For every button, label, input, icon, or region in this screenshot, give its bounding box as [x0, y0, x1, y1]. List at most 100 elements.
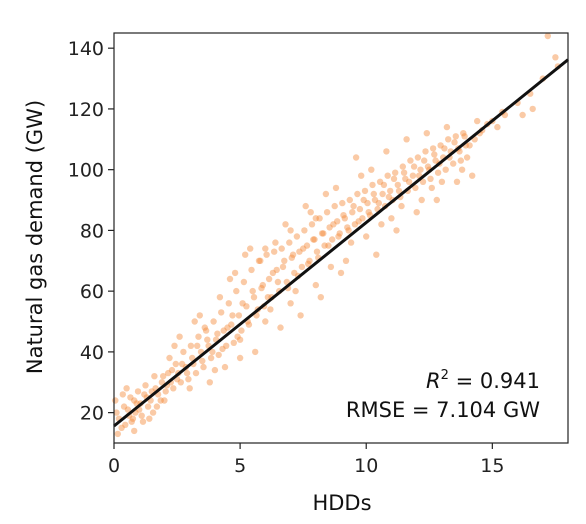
data-point	[265, 275, 273, 283]
data-point	[287, 300, 294, 307]
data-point	[460, 130, 467, 137]
data-point	[463, 154, 471, 161]
data-point	[202, 327, 210, 334]
data-point	[424, 163, 432, 170]
data-point	[307, 209, 314, 216]
data-point	[160, 373, 167, 380]
data-point	[410, 163, 418, 170]
data-point	[127, 394, 134, 401]
data-point	[120, 403, 128, 410]
data-point	[282, 221, 289, 228]
data-point	[375, 199, 382, 207]
data-point	[398, 202, 405, 210]
data-point	[172, 360, 179, 368]
data-point	[445, 136, 452, 143]
data-point	[196, 312, 203, 319]
data-point	[112, 397, 119, 404]
data-point	[443, 123, 451, 131]
data-point	[139, 418, 147, 425]
x-tick-label: 15	[480, 455, 504, 477]
data-point	[329, 236, 336, 243]
data-point	[204, 336, 211, 343]
data-point	[218, 309, 225, 316]
data-point	[369, 181, 376, 189]
data-point	[223, 342, 230, 349]
data-point	[349, 209, 356, 216]
data-point	[337, 269, 345, 277]
data-point	[325, 242, 332, 249]
data-point	[331, 202, 338, 210]
data-point	[350, 202, 357, 210]
data-point	[519, 111, 526, 119]
y-tick-label: 80	[80, 220, 104, 242]
data-point	[206, 379, 213, 386]
y-axis-ticks: 20 40 60 80 100 120 140	[68, 38, 114, 425]
data-point	[336, 230, 343, 237]
data-point	[119, 391, 127, 398]
data-point	[347, 239, 355, 246]
data-point	[267, 306, 274, 313]
data-point	[245, 321, 253, 328]
data-point	[149, 409, 157, 416]
data-point	[423, 130, 430, 137]
data-point	[457, 157, 464, 164]
data-point	[544, 32, 551, 40]
data-point	[330, 221, 337, 228]
data-point	[431, 151, 438, 158]
data-point	[427, 175, 434, 182]
data-point	[302, 202, 309, 210]
data-point	[394, 181, 401, 189]
data-point	[327, 263, 335, 271]
data-point	[321, 242, 328, 249]
data-point	[153, 403, 161, 410]
data-point	[271, 248, 278, 255]
data-point	[199, 357, 206, 365]
data-point	[191, 318, 198, 325]
data-point	[144, 403, 152, 410]
data-point	[165, 369, 172, 377]
data-point	[323, 209, 331, 216]
data-point	[339, 199, 346, 207]
data-point	[201, 324, 208, 331]
data-point	[417, 166, 424, 173]
data-point	[345, 227, 352, 234]
data-point	[373, 251, 380, 258]
data-point	[122, 421, 129, 428]
data-point	[451, 139, 458, 146]
x-tick-label: 5	[234, 455, 246, 477]
data-point	[219, 345, 226, 353]
r-squared-annotation: R2 = 0.941	[426, 368, 540, 393]
data-point	[238, 327, 245, 334]
data-point	[236, 354, 244, 362]
x-axis-ticks: 0 5 10 15	[108, 443, 504, 477]
data-point	[322, 190, 330, 198]
data-point	[247, 245, 254, 252]
data-point	[142, 382, 149, 389]
data-point	[494, 123, 501, 131]
regression-line	[113, 58, 569, 428]
data-point	[272, 239, 279, 246]
data-point	[243, 303, 250, 310]
data-point	[228, 321, 235, 328]
data-point	[335, 233, 342, 240]
data-point	[207, 354, 215, 362]
data-point	[180, 348, 187, 356]
data-point	[356, 205, 364, 213]
x-tick-label: 0	[108, 455, 120, 477]
data-point	[177, 379, 184, 386]
data-point	[429, 145, 437, 152]
data-point	[215, 351, 222, 359]
rmse-annotation: RMSE = 7.104 GW	[346, 398, 540, 422]
data-point	[301, 227, 308, 234]
data-point	[308, 221, 316, 228]
data-point	[400, 169, 408, 176]
data-point	[214, 330, 221, 337]
data-point	[387, 187, 394, 195]
data-point	[469, 172, 476, 179]
data-point	[138, 412, 145, 419]
data-point	[194, 342, 201, 349]
data-point	[434, 169, 442, 176]
data-point	[195, 333, 202, 340]
data-point	[151, 373, 158, 380]
